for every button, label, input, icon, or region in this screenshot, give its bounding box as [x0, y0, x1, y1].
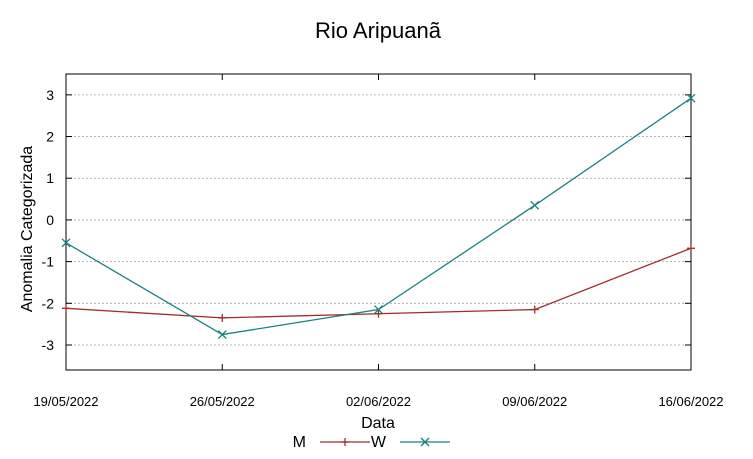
data-point-M [62, 304, 70, 313]
data-point-W [374, 305, 383, 315]
series-line-M [65, 247, 692, 319]
y-tick-label: -2 [42, 295, 55, 311]
x-tick-label: 16/06/2022 [658, 394, 723, 409]
series-line-W [65, 97, 692, 336]
y-tick-label: -1 [42, 254, 55, 270]
legend-marker-M [341, 438, 349, 446]
x-tick-label: 26/05/2022 [190, 394, 255, 409]
x-tick-label: 19/05/2022 [33, 394, 98, 409]
data-point-W [530, 200, 540, 210]
plot-frame [65, 73, 692, 371]
y-tick-label: 3 [46, 87, 54, 103]
legend-marker-W [420, 437, 430, 447]
data-point-W [686, 93, 696, 103]
y-axis-label: Anomalia Categorizada [19, 146, 36, 312]
data-series [61, 93, 696, 340]
plot-area-border [65, 73, 692, 371]
data-point-M [218, 313, 227, 322]
x-axis-label: Data [361, 415, 395, 432]
x-tick-label: 09/06/2022 [502, 394, 567, 409]
y-tick-label: 1 [46, 170, 54, 186]
data-point-M [687, 244, 695, 253]
data-point-W [61, 238, 71, 248]
y-axis-ticks: -3 -2 -1 0 1 2 3 [42, 87, 691, 353]
data-point-M [374, 309, 383, 318]
legend-label-M: M [293, 434, 306, 451]
legend-label-W: W [371, 434, 387, 451]
data-point-M [530, 305, 539, 314]
x-axis-ticks: 19/05/2022 26/05/2022 02/06/2022 09/06/2022… [33, 74, 724, 409]
y-tick-label: 2 [46, 129, 54, 145]
y-tick-label: -3 [42, 337, 55, 353]
y-tick-label: 0 [46, 212, 54, 228]
chart-title: Rio Aripuanã [315, 18, 442, 43]
data-point-W [217, 330, 227, 340]
grid-lines [66, 94, 691, 346]
x-tick-label: 02/06/2022 [346, 394, 411, 409]
